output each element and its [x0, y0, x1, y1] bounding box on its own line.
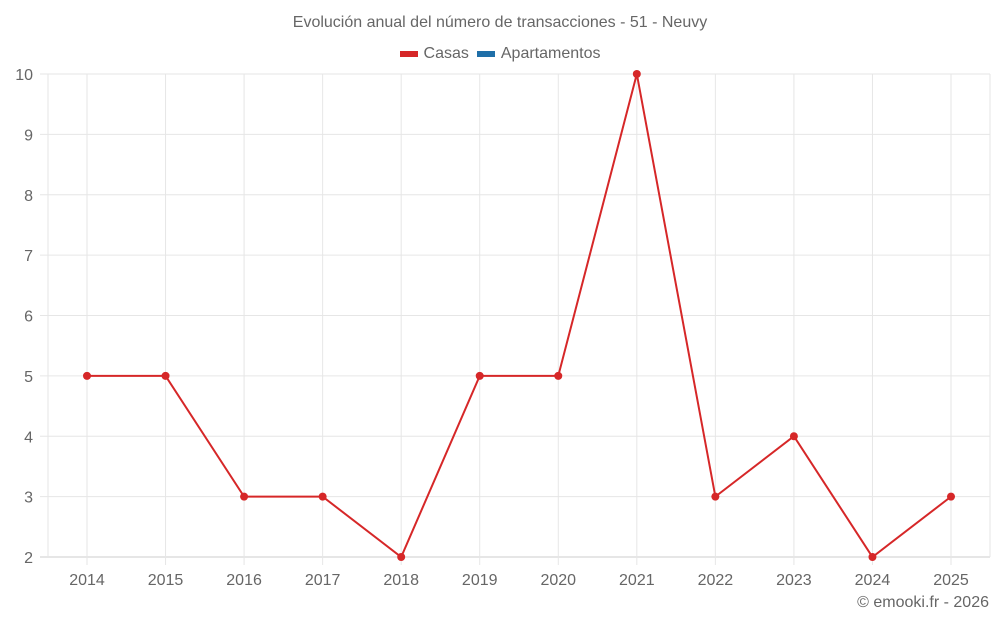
data-point — [868, 553, 877, 561]
x-tick-label: 2025 — [933, 572, 969, 589]
y-tick-label: 3 — [24, 490, 33, 507]
x-tick-label: 2020 — [540, 572, 576, 589]
x-tick-label: 2016 — [226, 572, 262, 589]
legend-item-apartamentos[interactable]: Apartamentos — [476, 45, 601, 63]
legend: Casas Apartamentos — [0, 45, 1000, 63]
x-tick-label: 2024 — [855, 572, 891, 589]
legend-label: Apartamentos — [500, 45, 601, 62]
data-point — [789, 432, 798, 441]
data-point — [947, 492, 955, 501]
chart-title: Evolución anual del número de transaccio… — [292, 14, 708, 31]
y-tick-label: 9 — [24, 127, 33, 144]
legend-swatch-apartamentos — [476, 51, 495, 57]
data-point — [632, 70, 641, 78]
legend-swatch-casas — [399, 51, 418, 57]
y-tick-label: 10 — [15, 67, 33, 84]
data-point — [554, 371, 563, 380]
data-point — [475, 371, 484, 380]
x-tick-label: 2015 — [148, 572, 184, 589]
y-tick-label: 7 — [24, 248, 33, 265]
y-tick-label: 2 — [24, 550, 33, 567]
y-tick-label: 8 — [24, 188, 33, 205]
x-tick-label: 2019 — [462, 572, 498, 589]
x-tick-label: 2021 — [619, 572, 655, 589]
data-point — [711, 492, 720, 501]
data-point — [240, 492, 249, 501]
y-tick-label: 4 — [24, 429, 33, 446]
legend-item-casas[interactable]: Casas — [399, 45, 469, 63]
y-tick-label: 5 — [24, 369, 33, 386]
data-point — [83, 371, 91, 380]
x-tick-label: 2023 — [776, 572, 812, 589]
data-point — [397, 553, 406, 561]
x-tick-label: 2022 — [698, 572, 734, 589]
credit-text: © emooki.fr - 2026 — [857, 594, 989, 611]
x-tick-label: 2014 — [69, 572, 105, 589]
series-line-casas — [87, 73, 952, 559]
x-tick-label: 2017 — [305, 572, 341, 589]
data-point — [161, 371, 170, 380]
x-tick-label: 2018 — [383, 572, 419, 589]
y-tick-label: 6 — [24, 309, 33, 326]
data-point — [318, 492, 327, 501]
legend-label: Casas — [423, 45, 469, 62]
